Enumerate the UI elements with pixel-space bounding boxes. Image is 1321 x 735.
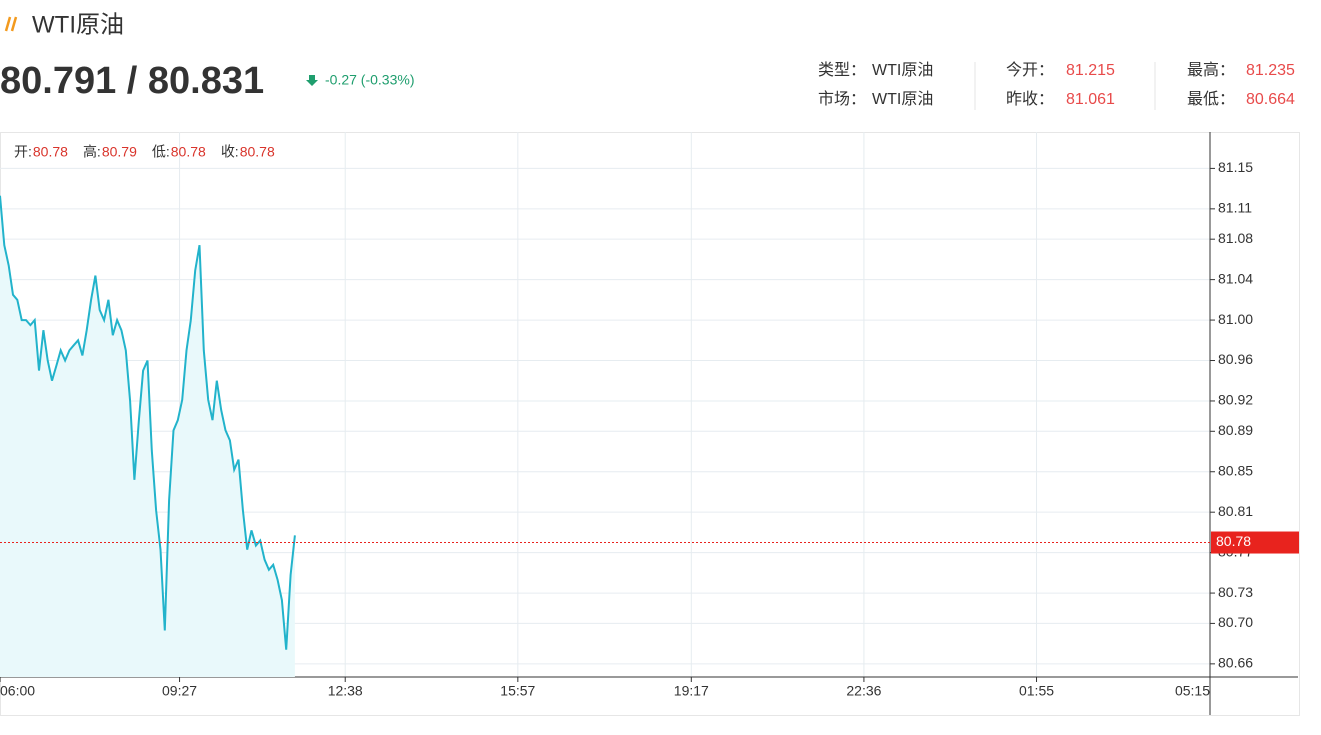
y-tick-label: 81.04 [1218,270,1253,286]
info-value: WTI原油 [872,61,933,79]
logo-stroke [4,16,12,32]
info-label: 类型： [818,61,866,79]
x-tick-label: 09:27 [162,683,197,699]
info-value: 81.215 [1066,62,1115,79]
y-tick-label: 80.70 [1218,614,1253,630]
info-label: 最高： [1187,61,1235,79]
ohlc-value: 80.78 [171,144,206,160]
y-tick-label: 81.00 [1218,311,1253,327]
area [0,195,295,677]
y-tick-label: 80.89 [1218,422,1253,438]
x-tick-label: 01:55 [1019,683,1054,699]
y-tick-label: 80.85 [1218,462,1253,478]
title: WTI原油 [32,11,124,38]
info-label: 今开： [1006,61,1054,79]
ohlc-label: 开: [14,144,32,160]
info-label: 市场： [818,90,866,108]
x-tick-label: 15:57 [500,683,535,699]
info-value: WTI原油 [872,90,933,108]
info-label: 最低： [1187,90,1235,108]
x-tick-label: 22:36 [846,683,881,699]
ohlc-label: 低: [152,144,170,160]
x-tick-label: 12:38 [328,683,363,699]
info-value: 81.235 [1246,62,1295,79]
ohlc-value: 80.79 [102,144,137,160]
ohlc-value: 80.78 [240,144,275,160]
y-tick-label: 81.11 [1218,200,1252,216]
price: 80.791 / 80.831 [0,60,264,102]
y-tick-label: 80.66 [1218,655,1253,671]
last-price-label: 80.78 [1216,533,1251,549]
y-tick-label: 81.15 [1218,159,1253,175]
logo-stroke [10,16,18,32]
y-tick-label: 80.73 [1218,584,1253,600]
ohlc-label: 高: [83,144,101,160]
x-tick-label: 19:17 [674,683,709,699]
price-line [0,195,296,650]
info-label: 昨收： [1006,90,1054,108]
x-tick-label: 05:15 [1175,683,1210,699]
info-value: 80.664 [1246,91,1295,108]
last-price-box [1211,531,1299,554]
info-value: 81.061 [1066,91,1115,108]
down-arrow [306,75,318,86]
ohlc-label: 收: [221,144,239,160]
y-tick-label: 80.96 [1218,351,1253,367]
y-tick-label: 80.81 [1218,503,1253,519]
change: -0.27 (-0.33%) [325,72,414,88]
x-tick-label: 06:00 [0,683,35,699]
y-tick-label: 80.92 [1218,392,1253,408]
y-tick-label: 81.08 [1218,230,1253,246]
ohlc-value: 80.78 [33,144,68,160]
